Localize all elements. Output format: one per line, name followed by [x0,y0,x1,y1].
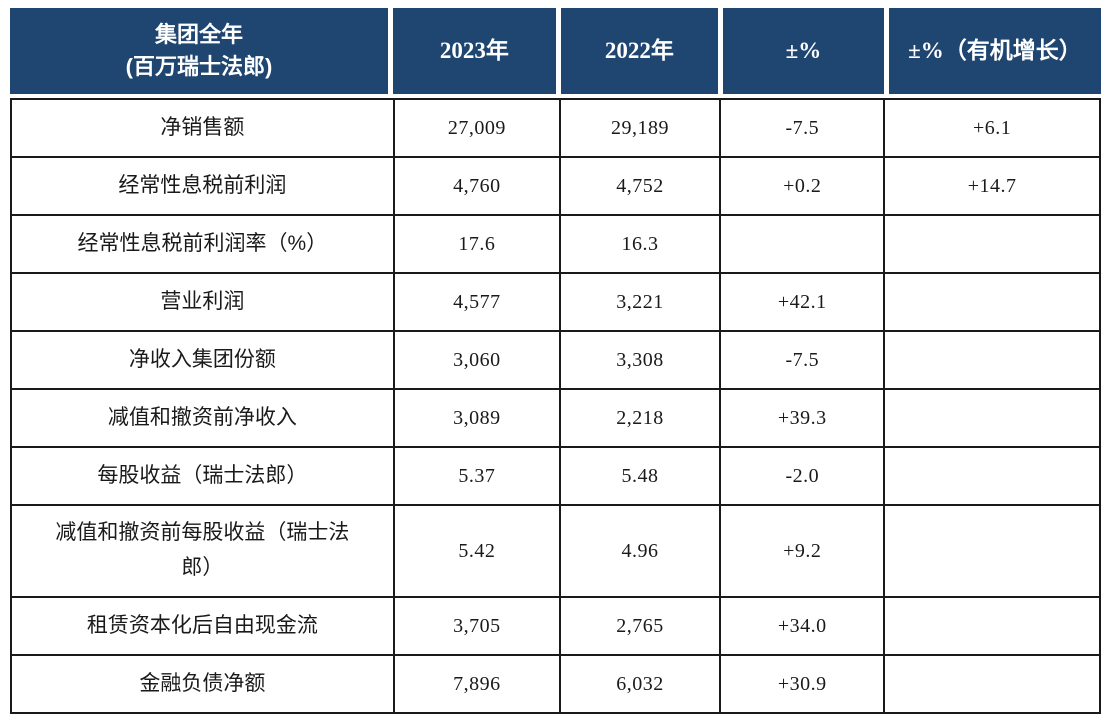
value-2022: 2,765 [560,598,720,654]
value-2022: 29,189 [560,100,720,156]
value-change-pct: +39.3 [721,390,884,446]
value-organic-growth-pct [885,656,1099,712]
table-header-row: 集团全年 (百万瑞士法郎) 2023年 2022年 ±% ±%（有机增长） [10,8,1101,94]
header-change-pct: ±% [722,8,884,94]
value-change-pct: +34.0 [721,598,884,654]
value-organic-growth-pct [885,332,1099,388]
metric-label: 经常性息税前利润率（%） [12,216,393,272]
value-change-pct [721,216,884,272]
value-2022: 3,221 [560,274,720,330]
header-group-unit: 集团全年 (百万瑞士法郎) [10,8,388,94]
header-organic-growth-pct: ±%（有机增长） [888,8,1101,94]
value-2023: 4,760 [394,158,559,214]
value-change-pct: +9.2 [721,506,884,596]
metric-label: 经常性息税前利润 [12,158,393,214]
value-2022: 16.3 [560,216,720,272]
value-change-pct: +0.2 [721,158,884,214]
metric-label: 租赁资本化后自由现金流 [12,598,393,654]
value-organic-growth-pct: +6.1 [885,100,1099,156]
metric-label: 净销售额 [12,100,393,156]
value-change-pct: -7.5 [721,332,884,388]
header-2022: 2022年 [560,8,718,94]
value-2022: 4.96 [560,506,720,596]
value-2023: 5.42 [394,506,559,596]
value-2023: 3,060 [394,332,559,388]
header-2023: 2023年 [392,8,556,94]
value-change-pct: +30.9 [721,656,884,712]
value-2023: 5.37 [394,448,559,504]
value-change-pct: -7.5 [721,100,884,156]
value-organic-growth-pct [885,390,1099,446]
metric-label: 营业利润 [12,274,393,330]
value-2023: 27,009 [394,100,559,156]
value-2022: 2,218 [560,390,720,446]
value-2023: 3,089 [394,390,559,446]
value-2023: 17.6 [394,216,559,272]
table-body: 净销售额 27,009 29,189 -7.5 +6.1 经常性息税前利润 4,… [10,98,1101,714]
value-change-pct: +42.1 [721,274,884,330]
value-2023: 4,577 [394,274,559,330]
value-2023: 7,896 [394,656,559,712]
metric-label: 净收入集团份额 [12,332,393,388]
metric-label: 减值和撤资前每股收益（瑞士法郎） [12,506,393,596]
value-2022: 5.48 [560,448,720,504]
value-2022: 4,752 [560,158,720,214]
value-organic-growth-pct [885,216,1099,272]
value-2023: 3,705 [394,598,559,654]
value-organic-growth-pct: +14.7 [885,158,1099,214]
value-organic-growth-pct [885,506,1099,596]
value-organic-growth-pct [885,274,1099,330]
group-full-year-results-table: 集团全年 (百万瑞士法郎) 2023年 2022年 ±% ±%（有机增长） 净销… [10,8,1101,714]
value-organic-growth-pct [885,598,1099,654]
value-2022: 3,308 [560,332,720,388]
value-organic-growth-pct [885,448,1099,504]
value-2022: 6,032 [560,656,720,712]
metric-label: 每股收益（瑞士法郎） [12,448,393,504]
metric-label: 减值和撤资前净收入 [12,390,393,446]
metric-label: 金融负债净额 [12,656,393,712]
value-change-pct: -2.0 [721,448,884,504]
